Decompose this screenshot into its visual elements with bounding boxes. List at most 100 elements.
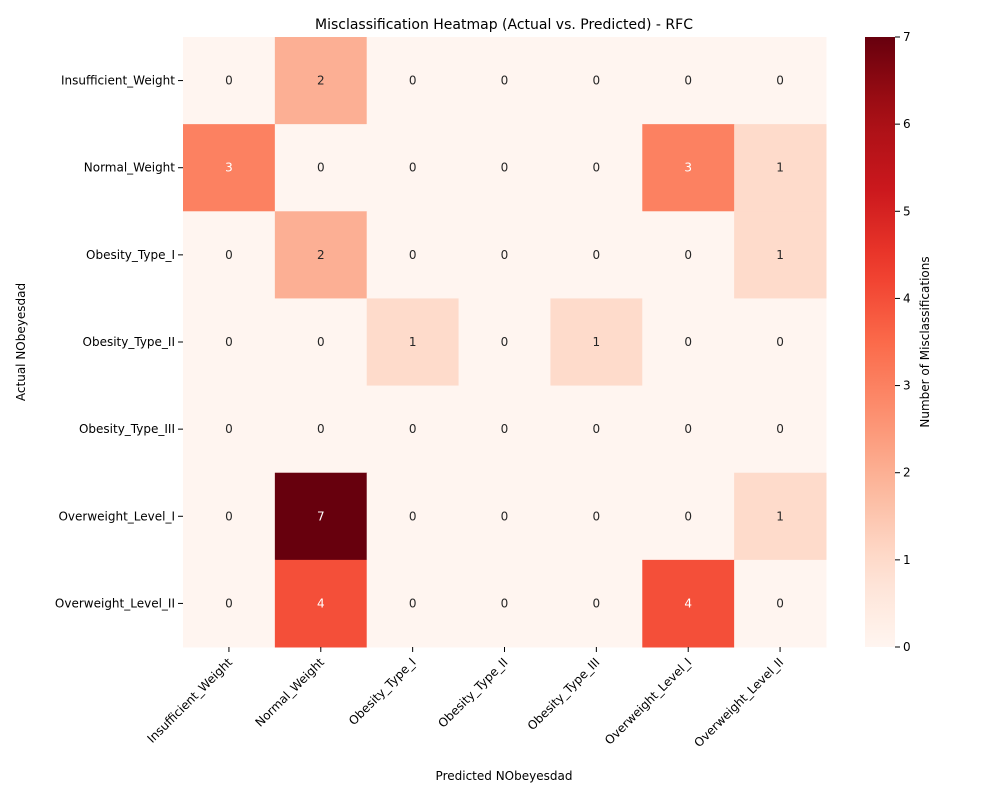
y-tick-label: Overweight_Level_II (55, 596, 175, 610)
x-tick-label: Obesity_Type_III (525, 655, 603, 733)
cell-value-label: 0 (684, 74, 692, 88)
cell-value-label: 1 (776, 509, 784, 523)
cell-value-label: 0 (317, 422, 325, 436)
heatmap-cell (642, 124, 735, 212)
heatmap-cell (642, 298, 735, 387)
heatmap-cell (366, 385, 460, 474)
cell-value-label: 1 (776, 248, 784, 262)
x-tick-label: Insufficient_Weight (145, 655, 236, 746)
x-axis-label: Predicted NObeyesdad (436, 769, 573, 783)
cell-value-label: 4 (684, 596, 692, 610)
heatmap-cell (734, 298, 827, 387)
cell-value-label: 0 (684, 335, 692, 349)
heatmap-cell (550, 298, 643, 387)
heatmap-cell (274, 385, 368, 474)
cell-value-label: 0 (409, 422, 417, 436)
heatmap-cell (550, 37, 643, 125)
heatmap-cell (642, 385, 735, 474)
colorbar-ticks: 0 1 2 3 4 5 6 7 (895, 30, 911, 654)
colorbar-tick-label: 7 (903, 30, 911, 44)
heatmap-cell (274, 472, 368, 561)
colorbar-tick-label: 4 (903, 291, 911, 305)
cell-value-label: 0 (225, 335, 233, 349)
heatmap-cell (183, 211, 276, 299)
heatmap-cell (642, 472, 735, 561)
cell-value-label: 0 (593, 74, 601, 88)
heatmap-cell (458, 472, 551, 561)
heatmap-cell (274, 37, 368, 125)
cell-value-label: 4 (317, 596, 325, 610)
cell-value-label: 0 (409, 74, 417, 88)
y-tick-label: Obesity_Type_III (79, 422, 175, 436)
y-tick-label: Overweight_Level_I (58, 509, 175, 523)
x-tick-label: Overweight_Level_II (691, 655, 786, 750)
colorbar-tick-label: 6 (903, 117, 911, 131)
y-tick-label: Obesity_Type_I (86, 248, 175, 262)
heatmap-cell (274, 559, 368, 648)
y-axis-ticks: Insufficient_Weight Normal_Weight Obesity_… (55, 74, 183, 610)
heatmap-cell (458, 211, 551, 299)
cell-value-label: 0 (593, 422, 601, 436)
heatmap-cell (734, 37, 827, 125)
cell-value-label: 0 (593, 161, 601, 175)
heatmap-cell (550, 472, 643, 561)
cell-value-label: 0 (593, 596, 601, 610)
cell-value-label: 0 (409, 596, 417, 610)
colorbar-tick-label: 0 (903, 640, 911, 654)
heatmap-cell (458, 124, 551, 212)
colorbar (865, 37, 895, 647)
cell-value-label: 0 (501, 509, 509, 523)
cell-value-label: 0 (501, 74, 509, 88)
heatmap-cell (550, 559, 643, 648)
heatmap-cell (734, 385, 827, 474)
cell-value-label: 3 (225, 161, 233, 175)
cell-value-label: 2 (317, 248, 325, 262)
cell-value-label: 0 (409, 161, 417, 175)
cell-value-label: 0 (409, 509, 417, 523)
heatmap-cell (642, 37, 735, 125)
heatmap-cell (183, 472, 276, 561)
cell-value-label: 0 (225, 248, 233, 262)
cell-value-label: 0 (776, 596, 784, 610)
heatmap-cell (458, 559, 551, 648)
heatmap-cell (550, 385, 643, 474)
cell-value-label: 0 (684, 248, 692, 262)
heatmap-cell (183, 385, 276, 474)
heatmap-cell (274, 298, 368, 387)
heatmap-cell (274, 211, 368, 299)
cell-value-label: 0 (776, 74, 784, 88)
cell-value-label: 0 (776, 335, 784, 349)
cell-value-label: 7 (317, 509, 325, 523)
colorbar-tick-label: 3 (903, 379, 911, 393)
y-axis-label: Actual NObeyesdad (14, 283, 28, 401)
colorbar-tick-label: 5 (903, 204, 911, 218)
cell-value-label: 0 (776, 422, 784, 436)
heatmap-cell (183, 559, 276, 648)
cell-value-labels: 0 2 0 0 0 0 0 3 0 0 0 0 3 1 0 2 0 0 0 0 1 0 0 1 0 1 0 0 0 0 0 0 0 0 0 0 7 0 0 0… (225, 74, 784, 611)
chart-title: Misclassification Heatmap (Actual vs. Pr… (315, 17, 693, 33)
cell-value-label: 0 (684, 422, 692, 436)
cell-value-label: 0 (317, 161, 325, 175)
heatmap-cell (183, 124, 276, 212)
cell-value-label: 0 (225, 422, 233, 436)
heatmap-cell (366, 37, 460, 125)
x-tick-label: Overweight_Level_I (602, 655, 694, 747)
heatmap-cell (550, 124, 643, 212)
cell-value-label: 0 (501, 422, 509, 436)
heatmap-cell (366, 472, 460, 561)
heatmap-cell (183, 37, 276, 125)
colorbar-tick-label: 2 (903, 466, 911, 480)
heatmap-cell (366, 211, 460, 299)
cell-value-label: 0 (593, 509, 601, 523)
x-tick-label: Obesity_Type_II (435, 655, 510, 730)
heatmap-cell (642, 559, 735, 648)
cell-value-label: 0 (684, 509, 692, 523)
heatmap-cell (458, 385, 551, 474)
cell-value-label: 1 (593, 335, 601, 349)
heatmap-cell (458, 298, 551, 387)
heatmap-cell (366, 124, 460, 212)
heatmap-cell (458, 37, 551, 125)
cell-value-label: 0 (225, 74, 233, 88)
heatmap-cell (642, 211, 735, 299)
